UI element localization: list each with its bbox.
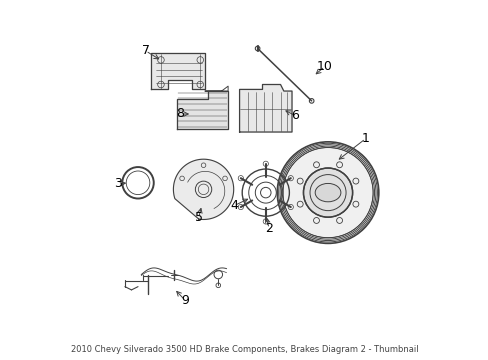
Text: 6: 6 [291, 109, 299, 122]
Polygon shape [151, 53, 205, 89]
Text: 5: 5 [194, 211, 202, 224]
Circle shape [303, 168, 352, 217]
Text: 3: 3 [114, 177, 122, 190]
Text: 10: 10 [316, 60, 332, 73]
Polygon shape [177, 91, 228, 129]
Text: 8: 8 [176, 108, 184, 121]
Text: 4: 4 [230, 199, 238, 212]
Polygon shape [173, 159, 233, 220]
Text: 2010 Chevy Silverado 3500 HD Brake Components, Brakes Diagram 2 - Thumbnail: 2010 Chevy Silverado 3500 HD Brake Compo… [71, 345, 417, 354]
Polygon shape [239, 85, 291, 132]
Circle shape [283, 148, 372, 238]
Text: 1: 1 [361, 132, 369, 145]
Ellipse shape [315, 184, 340, 202]
Text: 7: 7 [141, 44, 149, 57]
Text: 2: 2 [264, 222, 272, 235]
Text: 9: 9 [181, 294, 189, 307]
